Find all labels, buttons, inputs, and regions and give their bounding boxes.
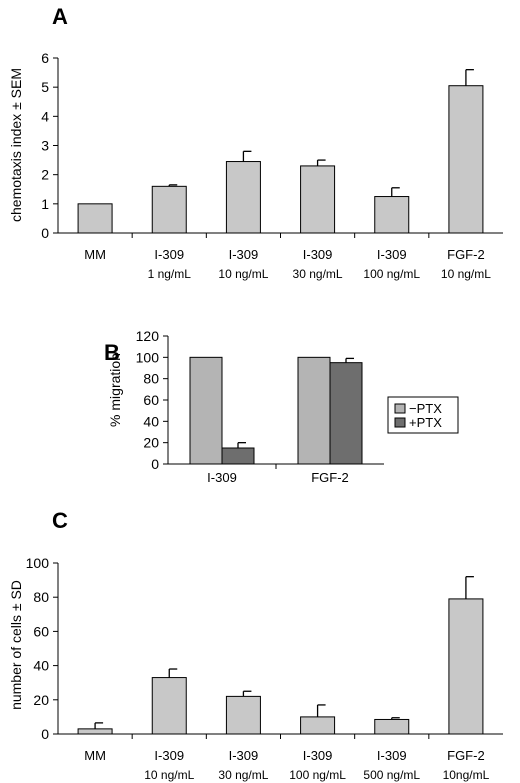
panel-a-category-3: I-309 [303,247,333,262]
panel-a-bar-5 [448,85,484,234]
panel-a-category-0: MM [84,247,106,262]
panel-a-ylabel: chemotaxis index ± SEM [8,68,24,222]
panel-c-category-sub-4: 500 ng/mL [363,768,420,782]
panel-b: B % migration 0 20 40 60 80 100 120 I-309 FGF-2… [104,328,459,485]
panel-c-category-sub-3: 100 ng/mL [289,768,346,782]
panel-c: C number of cells ± SD 0 20 40 60 80 100 MM I-… [8,508,503,782]
panel-a-category-sub-4: 100 ng/mL [363,267,420,281]
panel-a-ytick-label-3: 3 [41,138,49,154]
panel-c-category-3: I-309 [303,748,333,763]
panel-c-bars [77,576,484,735]
panel-c-bar-2 [225,695,261,735]
panel-a-category-5: FGF-2 [447,247,485,262]
panel-a-bar-2 [225,161,261,234]
panel-b-bar-0-0 [189,356,223,465]
panel-c-category-1: I-309 [154,748,184,763]
panel-c-ytick-label-5: 100 [26,555,50,571]
panel-b-bar-0-1 [221,447,255,465]
legend-label-plus-ptx: +PTX [409,415,442,430]
panel-b-bars [189,356,363,465]
panel-a-category-sub-2: 10 ng/mL [218,267,268,281]
legend-label-minus-ptx: −PTX [409,401,442,416]
panel-a-category-1: I-309 [154,247,184,262]
panel-c-ytick-label-3: 60 [33,623,49,639]
panel-b-ytick-label-6: 120 [136,328,160,344]
legend-swatch-minus-ptx [394,403,406,414]
panel-c-bar-5 [448,598,484,735]
panel-c-letter: C [52,508,68,533]
panel-a-bar-0 [77,203,113,234]
panel-b-ytick-label-1: 20 [143,435,159,451]
panel-c-ytick-label-4: 80 [33,589,49,605]
panel-a-yticks: 0 1 2 3 4 5 6 [41,50,58,241]
panel-c-bar-3 [300,716,336,735]
panel-b-ytick-label-3: 60 [143,392,159,408]
panel-b-ytick-label-4: 80 [143,371,159,387]
panel-c-ytick-label-0: 0 [41,726,49,742]
panel-b-categories: I-309 FGF-2 [207,464,349,485]
panel-a-bars [77,69,484,234]
panel-b-category-1: FGF-2 [311,470,349,485]
panel-c-bar-4 [374,718,410,735]
panel-b-ylabel: % migration [107,353,123,427]
panel-b-yticks: 0 20 40 60 80 100 120 [136,328,168,472]
panel-c-ytick-label-1: 20 [33,692,49,708]
panel-a-categories: MM I-309 1 ng/mL I-309 10 ng/mL I-309 30 ng/mL… [84,233,491,281]
panel-c-categories: MM I-309 10 ng/mL I-309 30 ng/mL I-309 100 ng/… [84,734,490,782]
panel-c-bar-1 [151,677,187,735]
panel-c-ylabel: number of cells ± SD [8,580,24,710]
panel-a-ytick-label-5: 5 [41,79,49,95]
panel-c-ytick-label-2: 40 [33,658,49,674]
panel-c-category-sub-5: 10ng/mL [443,768,490,782]
panel-a-ytick-label-1: 1 [41,196,49,212]
panel-c-category-0: MM [84,748,106,763]
legend-swatch-plus-ptx [394,417,406,428]
panel-a-ytick-label-0: 0 [41,225,49,241]
panel-a: A chemotaxis index ± SEM 0 1 2 3 4 5 6 MM I-309… [8,4,503,281]
panel-b-letter: B [104,340,120,365]
panel-a-ytick-label-4: 4 [41,108,49,124]
panel-a-category-sub-1: 1 ng/mL [148,267,192,281]
panel-c-category-5: FGF-2 [447,748,485,763]
panel-c-category-sub-1: 10 ng/mL [144,768,194,782]
panel-a-bar-4 [374,196,410,234]
panel-c-category-2: I-309 [229,748,259,763]
panel-b-ytick-label-0: 0 [151,456,159,472]
panel-b-ytick-label-2: 40 [143,413,159,429]
panel-c-yticks: 0 20 40 60 80 100 [26,555,58,742]
panel-b-ytick-label-5: 100 [136,349,160,365]
panel-a-bar-1 [151,185,187,234]
panel-a-ytick-label-2: 2 [41,167,49,183]
panel-c-bar-0 [77,728,113,735]
panel-a-category-sub-5: 10 ng/mL [441,267,491,281]
panel-c-category-4: I-309 [377,748,407,763]
panel-b-bar-1-1 [329,362,363,465]
panel-b-category-0: I-309 [207,470,237,485]
panel-a-bar-3 [300,165,336,234]
panel-b-bar-1-0 [297,356,331,465]
panel-a-category-4: I-309 [377,247,407,262]
panel-a-letter: A [52,4,68,29]
panel-a-category-sub-3: 30 ng/mL [293,267,343,281]
panel-c-category-sub-2: 30 ng/mL [218,768,268,782]
panel-a-ytick-label-6: 6 [41,50,49,66]
panel-a-category-2: I-309 [229,247,259,262]
